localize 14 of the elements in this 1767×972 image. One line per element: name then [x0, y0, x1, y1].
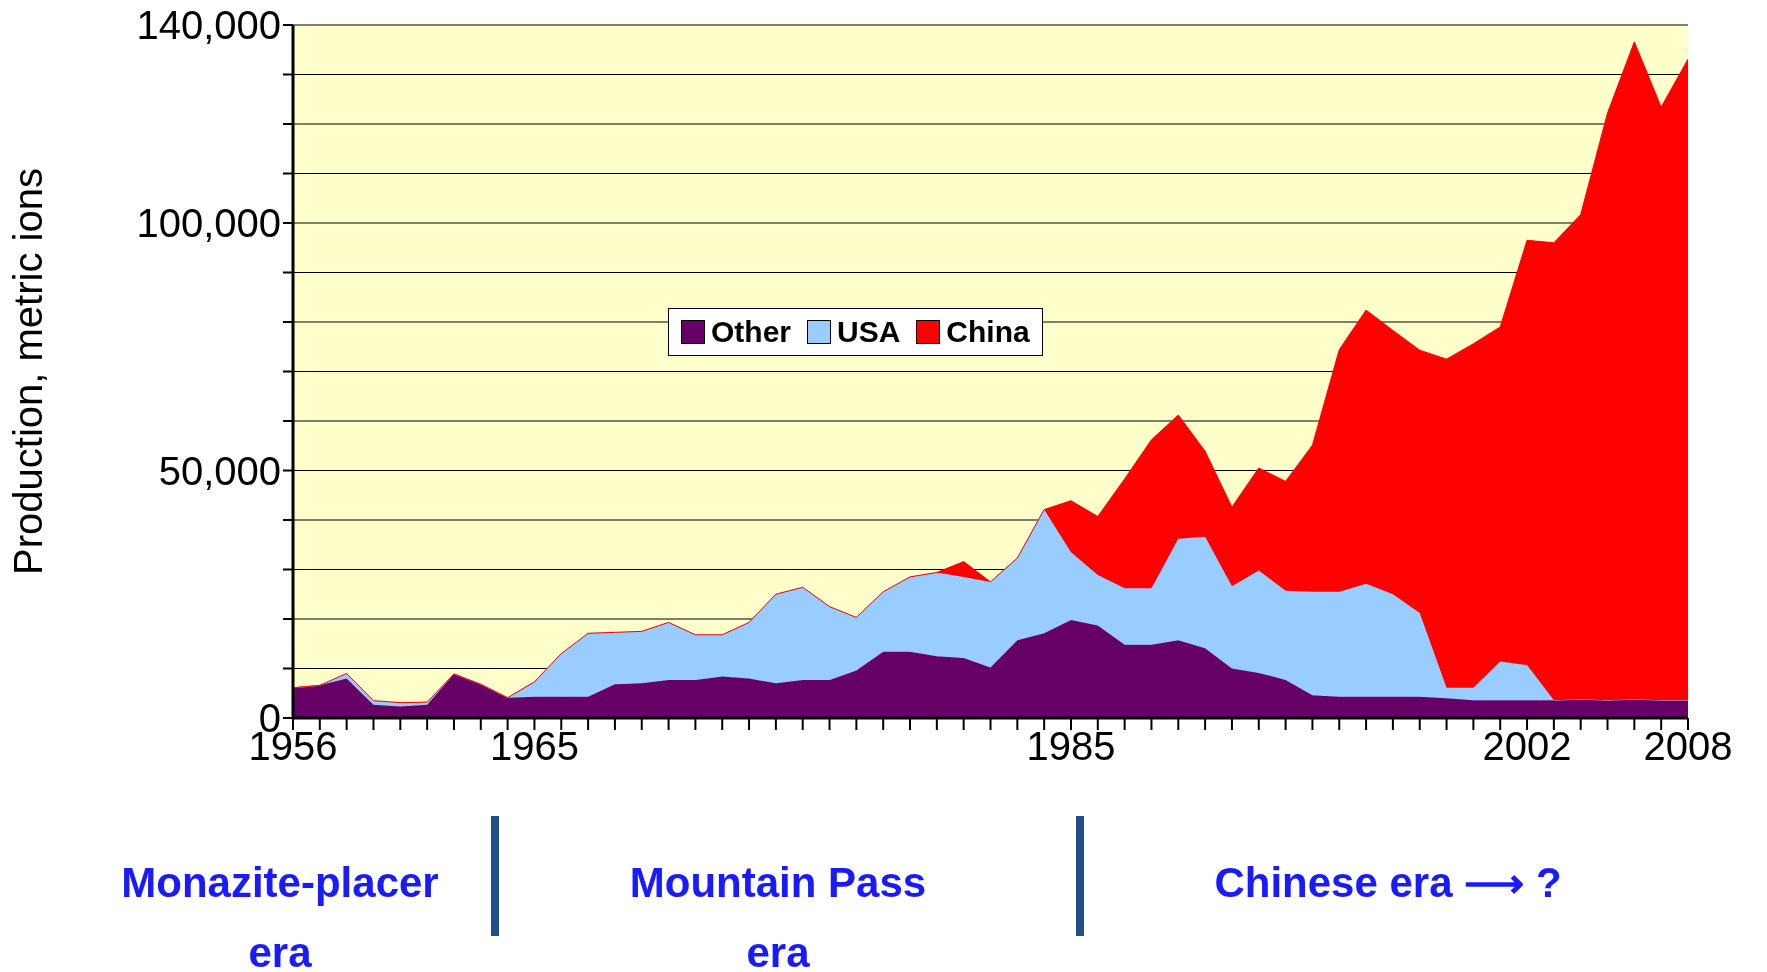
x-tick-label: 2008	[1643, 724, 1733, 769]
text: Chinese era ⟶ ?	[1213, 858, 1563, 908]
x-tick-label: 1985	[1026, 724, 1116, 769]
text: Mountain Pass era	[628, 858, 928, 972]
y-axis-title: Production, metric ions	[6, 168, 51, 575]
legend-label: Other	[711, 315, 792, 349]
x-tick-label: 1965	[489, 724, 579, 769]
y-tick-label: 140,000	[136, 3, 281, 48]
legend-label: China	[946, 315, 1030, 349]
x-tick-label: 2002	[1482, 724, 1572, 769]
y-tick-label: 50,000	[158, 448, 281, 493]
y-tick-label: 100,000	[136, 201, 281, 246]
legend-label: USA	[837, 315, 901, 349]
text: Monazite-placer era	[120, 858, 440, 972]
